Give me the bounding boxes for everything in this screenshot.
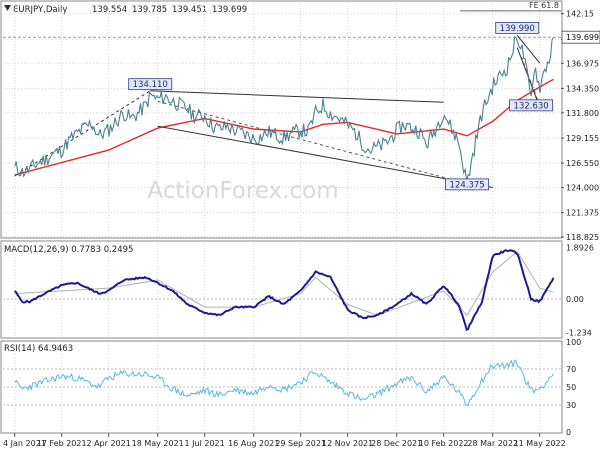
last-price-box (561, 30, 600, 44)
price-series-line (14, 36, 554, 182)
price-label-box-1 (445, 178, 490, 191)
rsi-ytick-label-4: 0 (566, 428, 571, 437)
price-ytick-label-0: 142.15 (566, 10, 594, 19)
price-ytick-label-9: 118.825 (566, 233, 599, 242)
grid-layer: FE 61.8 (3, 1, 561, 432)
dropdown-triangle-icon (4, 5, 11, 11)
xtick-label-0: 4 Jan 2021 (3, 439, 46, 448)
rsi-ytick-label-2: 50 (566, 383, 576, 392)
watermark: ActionForex.com (147, 178, 338, 204)
price-panel-frame (0, 0, 563, 239)
xtick-label-3: 18 May 2021 (132, 439, 184, 448)
price-ytick-label-3: 134.350 (566, 84, 599, 93)
price-ytick-label-8: 121.375 (566, 209, 599, 218)
trendline-dashed-channel (157, 100, 468, 185)
xtick-label-1: 17 Feb 2021 (37, 439, 87, 448)
price-label-box-0 (128, 78, 173, 91)
trendline-1 (157, 125, 493, 188)
ohlc-high: 139.785 (132, 5, 167, 15)
ohlc-close: 139.699 (212, 5, 247, 15)
rsi-ytick-label-3: 30 (566, 401, 576, 410)
price-ytick-label-4: 131.800 (566, 109, 599, 118)
price-ytick-label-7: 124.000 (566, 183, 599, 192)
xtick-label-7: 12 Nov 2021 (322, 439, 373, 448)
moving-average-layer (14, 78, 554, 176)
rsi-panel-frame (0, 340, 563, 434)
axis-layer: 142.15139.475136.975134.350131.800129.15… (3, 10, 600, 448)
wedge-upper (516, 34, 541, 64)
trendline-0 (150, 90, 444, 103)
macd-panel-frame (0, 240, 563, 339)
price-ytick-label-5: 129.155 (566, 134, 599, 143)
annotation-layer: 134.110 124.375 139.990 132.630 (128, 22, 554, 191)
price-label-2: 139.990 (500, 24, 535, 34)
rsi-ytick-label-1: 70 (566, 365, 576, 374)
ohlc-open: 139.554 (92, 5, 127, 15)
wedge-dashed (521, 57, 541, 106)
last-price-label: 139.699 (566, 33, 599, 42)
xtick-label-6: 29 Sep 2021 (275, 439, 326, 448)
price-label-3: 132.630 (514, 101, 549, 111)
trendline-layer (14, 34, 541, 188)
macd-ytick-label-2: -1.234 (566, 328, 592, 337)
macd-ytick-label-0: 1.8926 (566, 244, 594, 253)
trendline-2 (14, 90, 151, 177)
xtick-label-5: 16 Aug 2021 (228, 439, 279, 448)
price-title-group: EURJPY,Daily 139.554 139.785 139.451 139… (4, 5, 247, 15)
price-ytick-label-6: 126.550 (566, 159, 599, 168)
macd-line (13, 249, 555, 332)
xtick-label-8: 28 Dec 2021 (371, 439, 422, 448)
xtick-label-2: 2 Apr 2021 (86, 439, 130, 448)
xtick-label-4: 1 Jul 2021 (185, 439, 225, 448)
moving-average-line (14, 78, 554, 176)
fib-label: FE 61.8 (529, 1, 559, 10)
price-title: EURJPY,Daily (13, 5, 67, 15)
price-label-box-3 (509, 99, 554, 112)
macd-title: MACD(12,26,9) 0.7783 0.2495 (4, 245, 133, 255)
xtick-label-11: 11 May 2022 (514, 439, 566, 448)
ohlc-low: 139.451 (172, 5, 207, 15)
price-layer (14, 36, 554, 182)
xtick-label-10: 28 Mar 2022 (467, 439, 518, 448)
xtick-label-9: 10 Feb 2022 (419, 439, 469, 448)
price-label-1: 124.375 (450, 180, 485, 190)
indicator-layer (13, 249, 555, 407)
macd-ytick-label-1: 0.00 (566, 295, 584, 304)
price-label-box-2 (495, 22, 540, 34)
rsi-title: RSI(14) 64.9463 (4, 344, 73, 354)
price-label-0: 134.110 (133, 80, 168, 90)
rsi-line (14, 359, 554, 407)
rsi-ytick-label-0: 100 (566, 338, 581, 347)
price-ytick-label-2: 136.975 (566, 59, 599, 68)
panel-frames (0, 0, 563, 434)
macd-signal-line (14, 250, 554, 317)
